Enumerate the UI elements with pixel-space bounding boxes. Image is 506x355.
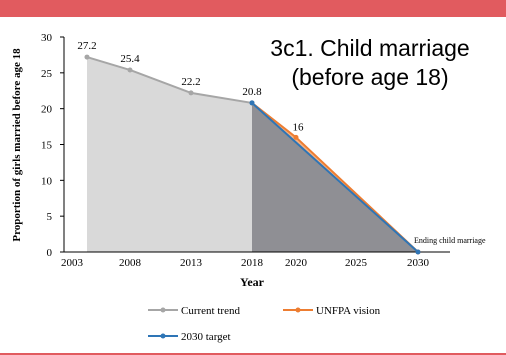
x-tick-label: 2030 [407, 257, 430, 269]
x-axis-title: Year [240, 275, 265, 289]
chart-title-line1: 3c1. Child marriage [270, 35, 470, 61]
chart-title: 3c1. Child marriage (before age 18) [246, 34, 494, 92]
y-tick-label: 0 [47, 247, 53, 259]
y-tick-label: 20 [41, 104, 53, 116]
x-tick-label: 2020 [285, 257, 308, 269]
unfpa-vision-point [293, 134, 299, 140]
top-banner [0, 0, 506, 17]
current-trend-point [84, 54, 90, 60]
y-tick-label: 30 [41, 32, 53, 44]
target-2030-point [249, 100, 255, 106]
y-tick-label: 5 [47, 211, 53, 223]
chart-title-line2: (before age 18) [291, 64, 449, 90]
legend-current-trend-marker [160, 307, 166, 313]
target-2030-point [415, 249, 421, 255]
current-trend-data-label: 20.8 [242, 86, 262, 98]
legend-2030-target-label: 2030 target [181, 331, 231, 343]
current-trend-area [87, 57, 252, 252]
legend-unfpa-vision-label: UNFPA vision [316, 305, 381, 317]
x-tick-label: 2008 [119, 257, 142, 269]
x-tick-label: 2025 [345, 257, 368, 269]
y-tick-label: 10 [41, 175, 53, 187]
y-tick-label: 25 [41, 68, 53, 80]
current-trend-data-label: 22.2 [181, 76, 200, 88]
legend-2030-target-marker [160, 333, 166, 339]
x-tick-label: 2013 [180, 257, 203, 269]
current-trend-line [86, 56, 253, 104]
legend-current-trend-label: Current trend [181, 305, 240, 317]
legend-unfpa-vision-marker [295, 307, 301, 313]
y-tick-label: 15 [41, 140, 53, 152]
y-axis-title: Proportion of girls married before age 1… [11, 48, 23, 242]
unfpa-vision-data-label: 16 [293, 121, 305, 133]
current-trend-point [188, 90, 194, 96]
bottom-border [0, 353, 506, 355]
x-tick-label: 2003 [61, 257, 84, 269]
current-trend-point [127, 67, 133, 73]
annotation-ending-child-marriage: Ending child marriage [414, 236, 486, 245]
x-tick-label: 2018 [241, 257, 264, 269]
target-2030-line [251, 102, 419, 253]
current-trend-data-label: 25.4 [120, 53, 140, 65]
current-trend-data-label: 27.2 [77, 40, 96, 52]
